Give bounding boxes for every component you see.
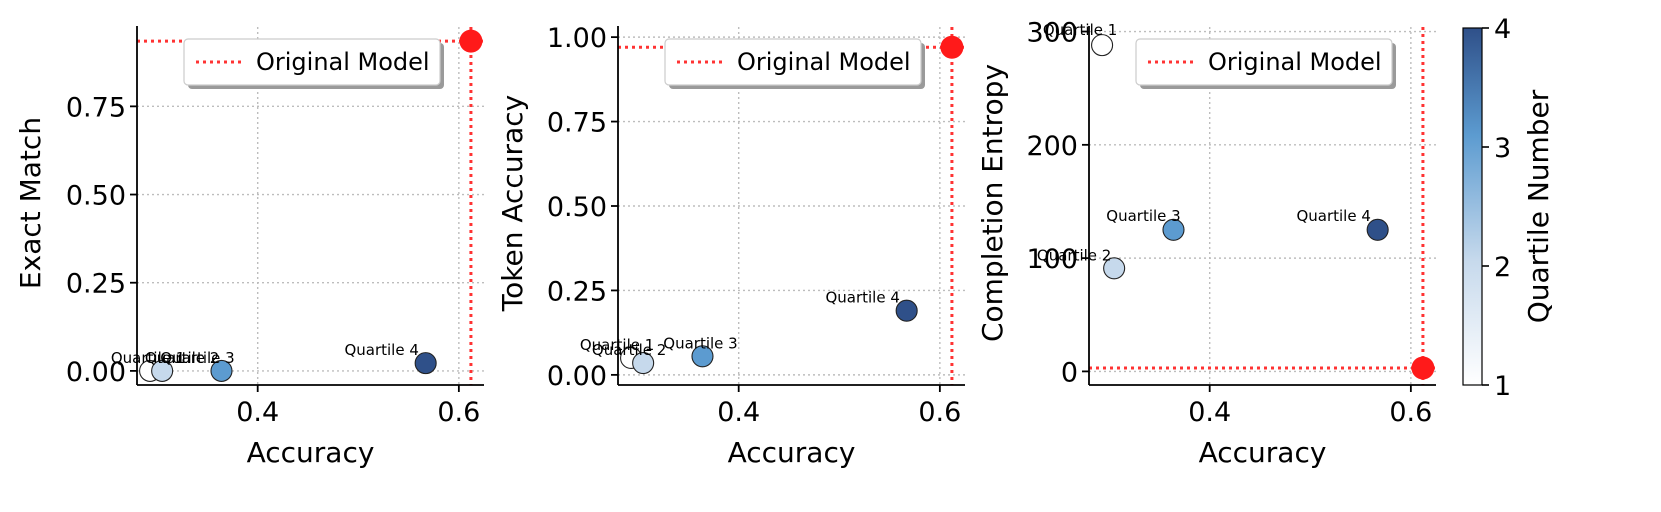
x-axis-label: Accuracy <box>247 436 375 469</box>
y-tick-label: 1.00 <box>547 23 607 54</box>
original-model-point <box>459 29 483 53</box>
y-axis-label: Token Accuracy <box>496 95 529 312</box>
colorbar-tick-label: 4 <box>1494 14 1511 45</box>
legend-box <box>1135 38 1393 86</box>
y-tick-label: 200 <box>1026 131 1078 162</box>
quartile-label: Quartile 2 <box>592 341 666 359</box>
colorbar-tick-label: 2 <box>1494 252 1511 283</box>
original-model-point <box>1411 356 1435 380</box>
y-tick-label: 0 <box>1061 357 1078 388</box>
x-axis-label: Accuracy <box>1199 436 1327 469</box>
quartile-label: Quartile 4 <box>1296 207 1370 225</box>
x-tick-label: 0.6 <box>437 397 480 428</box>
panel-1: 0.4 0.6 0.00 0.25 0.50 0.75 Accuracy Exact Matc… <box>14 26 484 469</box>
colorbar-label: Quartile Number <box>1522 89 1555 323</box>
quartile-point <box>632 351 655 375</box>
x-tick-label: 0.4 <box>717 397 760 428</box>
quartile-label: Quartile 3 <box>160 349 234 367</box>
legend-label: Original Model <box>256 48 430 76</box>
x-tick-label: 0.6 <box>918 397 961 428</box>
original-model-point <box>940 35 964 59</box>
colorbar-tick-label: 3 <box>1494 133 1511 164</box>
quartile-label: Quartile 1 <box>1043 21 1117 39</box>
quartile-point <box>895 299 918 322</box>
colorbar-tick-label: 1 <box>1494 371 1511 402</box>
quartile-point <box>1162 218 1185 241</box>
quartile-label: Quartile 4 <box>344 341 418 359</box>
legend-box <box>664 38 922 86</box>
x-axis-label: Accuracy <box>728 436 856 469</box>
y-tick-label: 300 <box>1026 18 1078 49</box>
y-tick-label: 0.75 <box>66 92 126 123</box>
y-tick-label: 0.25 <box>66 269 126 300</box>
quartile-label: Quartile 3 <box>663 334 737 352</box>
quartile-label: Quartile 1 <box>580 336 654 354</box>
panel-2: 0.4 0.6 0.00 0.25 0.50 0.75 1.00 Accuracy Token … <box>496 23 965 469</box>
y-tick-label: 0.75 <box>547 108 607 139</box>
legend-label: Original Model <box>737 48 911 76</box>
quartile-point <box>1366 218 1389 241</box>
quartile-label: Quartile 4 <box>825 289 899 307</box>
y-axis-label: Exact Match <box>14 117 47 289</box>
legend-label: Original Model <box>1208 48 1382 76</box>
quartile-label: Quartile 3 <box>1106 207 1180 225</box>
colorbar: 1 2 3 4 Quartile Number <box>1462 14 1555 402</box>
y-axis-label: Completion Entropy <box>976 64 1009 342</box>
quartile-point <box>691 345 714 368</box>
y-tick-label: 0.50 <box>547 192 607 223</box>
y-tick-label: 0.00 <box>547 361 607 392</box>
y-tick-label: 0.50 <box>66 181 126 212</box>
quartile-label: Quartile 2 <box>145 349 219 367</box>
x-tick-label: 0.4 <box>236 397 279 428</box>
quartile-point <box>414 352 437 375</box>
y-tick-label: 0.25 <box>547 276 607 307</box>
quartile-point <box>151 359 174 382</box>
quartile-label: Quartile 2 <box>1037 246 1111 264</box>
quartile-label: Quartile 1 <box>111 349 185 367</box>
quartile-point <box>210 359 233 382</box>
quartile-point <box>1091 34 1114 57</box>
x-tick-label: 0.6 <box>1389 397 1432 428</box>
y-tick-label: 0.00 <box>66 357 126 388</box>
legend-box <box>183 38 441 86</box>
x-tick-label: 0.4 <box>1188 397 1231 428</box>
y-tick-label: 100 <box>1026 244 1078 275</box>
colorbar-bar <box>1462 27 1483 386</box>
panel-3: 0.4 0.6 0 100 200 300 Accuracy Completion Entro… <box>976 18 1436 469</box>
quartile-point <box>1103 257 1126 280</box>
